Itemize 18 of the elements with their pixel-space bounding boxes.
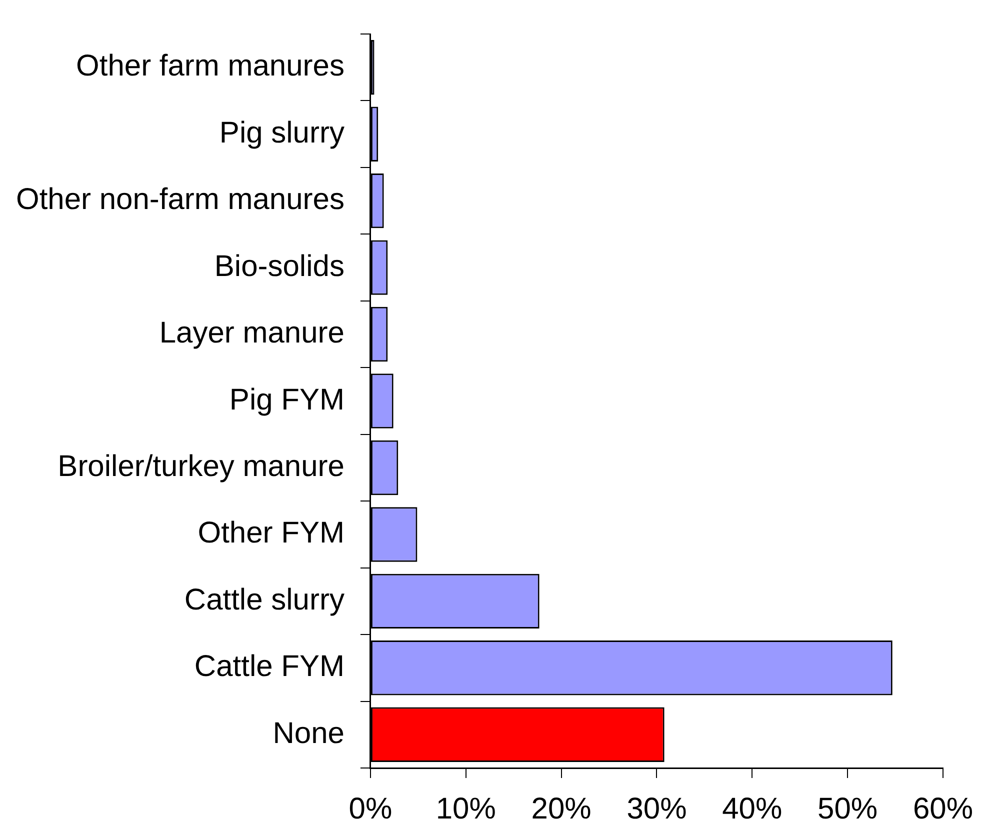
- x-tick-label: 0%: [348, 792, 392, 826]
- y-tick-label: Bio-solids: [214, 250, 344, 283]
- y-tick-label: Pig FYM: [229, 383, 344, 416]
- y-tick-label: Pig slurry: [219, 116, 344, 150]
- y-tick-label: Other farm manures: [76, 50, 344, 83]
- y-tick-label: None: [272, 716, 344, 750]
- y-tick-label: Other non-farm manures: [16, 183, 344, 216]
- y-tick-label: Cattle FYM: [194, 650, 344, 684]
- x-tick-label: 30%: [626, 792, 687, 826]
- x-tick-label: 60%: [912, 792, 973, 826]
- y-tick-label: Cattle slurry: [184, 583, 344, 616]
- x-tick-label: 10%: [436, 792, 496, 826]
- x-tick-label: 40%: [722, 792, 782, 826]
- x-tick-label: 50%: [818, 792, 878, 826]
- x-tick-label: 20%: [531, 792, 592, 826]
- y-tick-label: Broiler/turkey manure: [58, 450, 344, 483]
- y-tick-label: Other FYM: [198, 516, 344, 550]
- y-tick-label: Layer manure: [159, 316, 344, 350]
